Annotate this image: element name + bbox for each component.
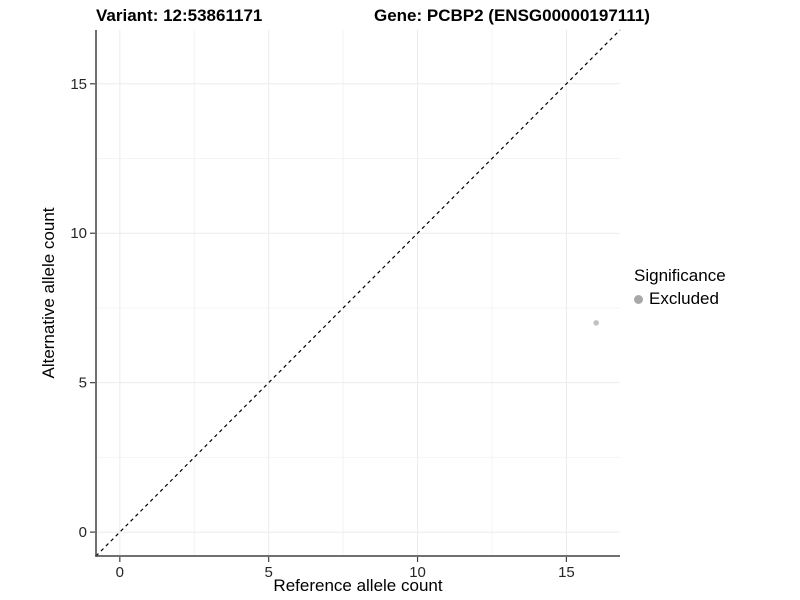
x-tick-label: 5 [265,564,273,581]
data-point [593,320,599,326]
y-tick-label: 0 [79,524,87,541]
x-tick-label: 10 [409,564,426,581]
x-tick-label: 15 [558,564,575,581]
legend: Significance Excluded [634,266,726,309]
plot-title-gene: Gene: PCBP2 (ENSG00000197111) [374,6,650,25]
legend-item-label: Excluded [649,289,719,308]
y-axis-title: Alternative allele count [39,207,58,379]
plot-title-variant: Variant: 12:53861171 [96,6,263,25]
x-tick-label: 0 [116,564,124,581]
identity-line [95,29,621,557]
legend-title: Significance [634,266,726,285]
y-tick-label: 5 [79,375,87,392]
y-tick-label: 10 [70,225,87,242]
legend-marker-circle-icon [634,294,643,304]
y-tick-label: 15 [70,76,87,93]
x-axis-title: Reference allele count [273,576,443,595]
legend-item-excluded: Excluded [634,289,726,309]
